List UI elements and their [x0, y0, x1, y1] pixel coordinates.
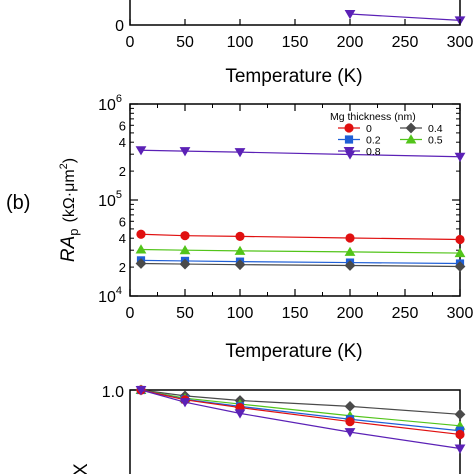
- y-title-close: ): [61, 158, 78, 163]
- panel-a-point-0.8-0: [344, 10, 356, 20]
- panel-a-x-tick-label-5: 250: [392, 34, 419, 51]
- legend-entries: 00.20.8 0.40.5: [338, 122, 443, 158]
- legend-label-0.2: 0.2: [366, 135, 381, 147]
- panel-b-y-major-label-2: 106: [98, 93, 122, 114]
- panel-b-y-minor-label-5: 6: [119, 118, 126, 133]
- panel-c-point-0-3: [345, 416, 355, 427]
- panel-c-point-0-4: [455, 429, 465, 440]
- panel-b-point-0.4-0: [135, 258, 147, 269]
- panel-a-x-ticks: 0 50 100 150 200 250 300: [126, 19, 474, 51]
- panel-c: 1.0 X: [71, 384, 466, 474]
- panel-b-point-0.8-0: [135, 146, 147, 156]
- panel-b-point-0.4-3: [344, 260, 356, 271]
- panel-b-point-0-1: [180, 231, 190, 241]
- panel-b-y-minor-label-0: 2: [119, 260, 126, 275]
- y-title-sup: 2: [58, 163, 70, 169]
- panel-b-point-0.8-2: [234, 148, 246, 158]
- panel-b-label: (b): [6, 192, 30, 214]
- legend-label-0: 0: [366, 123, 372, 135]
- legend-marker-0.2: [344, 135, 354, 144]
- panel-b-point-0.5-1: [179, 244, 191, 255]
- panel-b-point-0-3: [345, 233, 355, 243]
- panel-a-x-tick-label-0: 0: [126, 34, 135, 51]
- panel-b-point-0.5-3: [344, 246, 356, 256]
- panel-b-point-0-4: [455, 234, 465, 245]
- panel-b-x-tick-label-2: 100: [227, 305, 254, 322]
- panel-b-y-minor-label-2: 6: [119, 214, 126, 229]
- panel-a-y-tick-0: 0: [115, 18, 124, 35]
- panel-c-y-tick-1: 1.0: [102, 384, 124, 401]
- panel-b-y-axis-title: RAp (kΩ·μm2): [58, 158, 81, 262]
- legend-label-0.5: 0.5: [428, 135, 443, 147]
- panel-b-x-tick-label-3: 150: [282, 305, 309, 322]
- panel-b-point-0.5-2: [234, 245, 246, 255]
- legend-label-0.8: 0.8: [366, 146, 381, 158]
- panel-b-x-tick-label-4: 200: [337, 305, 364, 322]
- panel-b-y-major-label-0: 104: [98, 285, 122, 306]
- panel-b-x-tick-label-0: 0: [126, 305, 135, 322]
- panel-b-point-0.8-4: [454, 152, 466, 162]
- y-title-sub: p: [66, 228, 81, 235]
- panel-b-series-layer: [135, 146, 466, 272]
- y-title-units: (kΩ·μm: [61, 169, 78, 222]
- panel-c-point-0.4-3: [344, 400, 356, 412]
- panel-a-series-line-0.8: [349, 13, 461, 21]
- panel-b-y-major-label-1: 105: [98, 189, 122, 210]
- panel-b-x-tick-label-5: 250: [392, 305, 419, 322]
- panel-b-series-line-0.8: [140, 149, 461, 158]
- panel-c-point-0.8-3: [344, 428, 356, 438]
- legend-label-0.4: 0.4: [428, 123, 443, 135]
- panel-c-point-0.8-2: [234, 409, 246, 419]
- legend-marker-0.5: [405, 134, 417, 144]
- panel-b-y-minor-label-4: 4: [119, 135, 126, 150]
- panel-b-point-0-0: [136, 229, 146, 239]
- panel-b-y-ticks: 104 105 106 2 4 6 2 4 6: [98, 93, 460, 306]
- panel-a-x-axis-title: Temperature (K): [225, 66, 362, 87]
- panel-b-point-0.8-1: [179, 147, 191, 157]
- panel-b-x-tick-label-1: 50: [176, 305, 194, 322]
- legend-title: Mg thickness (nm): [330, 111, 416, 123]
- panel-a-x-tick-label-2: 100: [227, 34, 254, 51]
- panel-a-x-tick-label-4: 200: [337, 34, 364, 51]
- panel-b-y-minor-label-1: 4: [119, 231, 126, 246]
- panel-b-point-0.5-4: [454, 247, 466, 258]
- panel-b-point-0.4-4: [454, 261, 466, 272]
- panel-c-point-0.4-4: [454, 408, 466, 420]
- panel-b-y-minor-label-3: 2: [119, 164, 126, 179]
- y-title-main: RA: [58, 236, 79, 262]
- panel-a-x-tick-label-1: 50: [176, 34, 194, 51]
- panel-c-point-0.8-0: [135, 386, 147, 396]
- panel-b-point-0.5-0: [135, 244, 147, 254]
- panel-b-x-tick-label-6: 300: [447, 305, 474, 322]
- panel-b-x-ticks: 0 50 100 150 200 250 300: [126, 104, 474, 322]
- panel-c-point-0.8-1: [179, 398, 191, 408]
- panel-c-point-0.8-4: [454, 444, 466, 454]
- panel-b-point-0.4-2: [234, 259, 246, 271]
- panel-a-x-tick-label-3: 150: [282, 34, 309, 51]
- legend-marker-0: [344, 123, 354, 133]
- panel-b-point-0.4-1: [179, 258, 191, 270]
- panel-b-x-axis-title: Temperature (K): [225, 341, 362, 362]
- panel-a-x-tick-label-6: 300: [447, 34, 474, 51]
- panel-c-y-axis-title-partial: X: [71, 463, 92, 474]
- panel-c-frame: [129, 389, 461, 474]
- panel-b-legend: Mg thickness (nm) 00.20.8 0.40.5: [330, 111, 443, 158]
- legend-marker-0.8: [343, 147, 355, 157]
- panel-b-point-0-2: [235, 231, 245, 241]
- panel-a: 0 0 50 100 150 200 250 300 Temperature (K): [115, 0, 473, 87]
- legend-marker-0.4: [405, 122, 417, 134]
- panel-c-series-layer: [130, 384, 466, 454]
